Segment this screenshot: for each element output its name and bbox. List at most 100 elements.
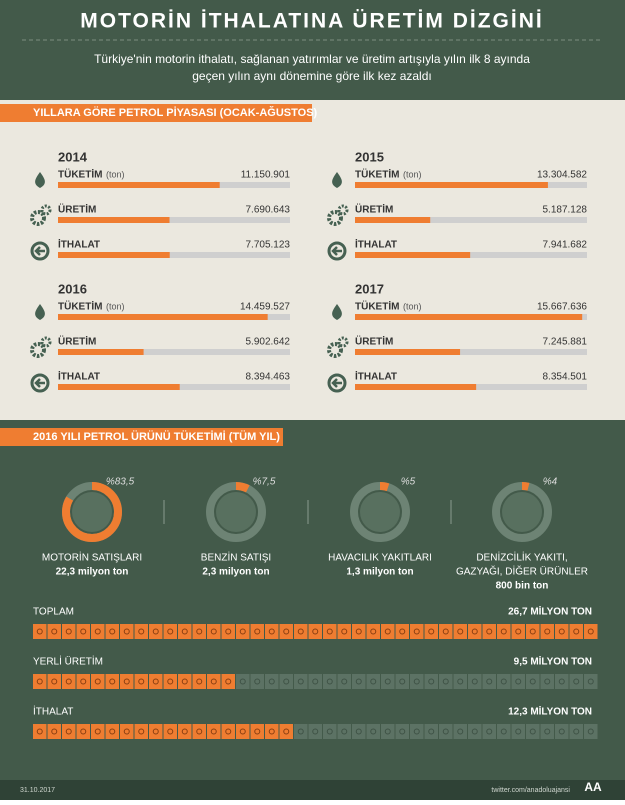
- barrel-dot: [442, 728, 449, 735]
- row-label: ÜRETİM: [58, 335, 96, 348]
- barrel: [265, 724, 279, 739]
- donut-center: [360, 492, 400, 532]
- barrel: [62, 724, 76, 739]
- barrel-dot: [80, 728, 87, 735]
- barrel-dot: [312, 678, 319, 685]
- row-label: ÜRETİM: [355, 203, 393, 216]
- barrel-dot: [370, 728, 377, 735]
- barrel-dot: [573, 628, 580, 635]
- subtitle: geçen yılın aynı dönemine göre ilk kez a…: [192, 69, 431, 83]
- barrel-dot: [283, 728, 290, 735]
- barrel-dot: [558, 678, 565, 685]
- title: MOTORİN İTHALATINA ÜRETİM DİZGİNİ: [80, 10, 543, 33]
- item-amount: 800 bin ton: [496, 581, 549, 592]
- donut-arc: [492, 482, 552, 542]
- year: 2017: [355, 281, 384, 296]
- barrel-dot: [94, 678, 101, 685]
- barrel: [497, 724, 511, 739]
- value-label: 8.354.501: [543, 372, 588, 383]
- barrel: [584, 674, 598, 689]
- barrel: [555, 674, 569, 689]
- barrel-dot: [138, 728, 145, 735]
- row-label: İTHALAT: [355, 370, 397, 383]
- barrel-dot: [399, 678, 406, 685]
- barrel: [163, 674, 177, 689]
- barrel-dot: [558, 628, 565, 635]
- import-icon: [327, 241, 347, 261]
- barrel-dot: [428, 678, 435, 685]
- barrel-dot: [457, 678, 464, 685]
- barrel: [468, 674, 482, 689]
- drop-icon: [35, 304, 45, 320]
- barrel: [366, 624, 380, 639]
- barrel-row: [33, 674, 598, 689]
- barrel-dot: [399, 728, 406, 735]
- barrel: [265, 674, 279, 689]
- barrel-dot: [268, 678, 275, 685]
- barrel-dot: [587, 628, 594, 635]
- barrel: [62, 674, 76, 689]
- row-label: ÜRETİM: [355, 335, 393, 348]
- barrel: [352, 674, 366, 689]
- barrel-dot: [152, 678, 159, 685]
- barrel: [526, 724, 540, 739]
- barrel: [120, 674, 134, 689]
- barrel-dot: [312, 628, 319, 635]
- row-label: İTHALAT: [355, 238, 397, 251]
- barrel-dot: [341, 678, 348, 685]
- barrel-dot: [515, 628, 522, 635]
- barrel: [308, 624, 322, 639]
- barrel-dot: [109, 728, 116, 735]
- import-icon: [331, 378, 342, 388]
- gear-icon: [327, 342, 343, 358]
- barrel-dot: [210, 728, 217, 735]
- row-label: TÜKETİM: [355, 300, 399, 313]
- row-label: TÜKETİM: [58, 168, 102, 181]
- barrel: [120, 624, 134, 639]
- value-label: 7.705.123: [246, 240, 291, 251]
- barrel: [192, 674, 206, 689]
- barrel-dot: [486, 628, 493, 635]
- barrel-dot: [573, 728, 580, 735]
- year: 2015: [355, 149, 384, 164]
- barrel-dot: [239, 628, 246, 635]
- row-label: ÜRETİM: [58, 203, 96, 216]
- section-label-bg: [0, 104, 312, 122]
- barrel-dot: [500, 728, 507, 735]
- item-amount: 2,3 milyon ton: [202, 567, 269, 578]
- item-amount: 22,3 milyon ton: [56, 567, 129, 578]
- barrel-dot: [384, 628, 391, 635]
- barrel-dot: [152, 628, 159, 635]
- barrel-dot: [297, 728, 304, 735]
- barrel-dot: [587, 678, 594, 685]
- bar: [355, 384, 477, 390]
- barrel-dot: [573, 678, 580, 685]
- barrel-dot: [587, 728, 594, 735]
- row-label: İTHALAT: [58, 370, 100, 383]
- barrel: [178, 724, 192, 739]
- barrel-dot: [254, 628, 261, 635]
- section-label-bg: [0, 428, 283, 446]
- barrel: [511, 624, 525, 639]
- bar: [58, 349, 144, 355]
- barrel: [192, 624, 206, 639]
- barrel-dot: [138, 628, 145, 635]
- barrel-dot: [529, 728, 536, 735]
- item-name: GAZYAĞI, DİĞER ÜRÜNLER: [456, 565, 588, 578]
- barrel: [163, 724, 177, 739]
- barrel-dot: [138, 678, 145, 685]
- value-label: 15.667.636: [537, 302, 587, 313]
- import-icon: [30, 241, 50, 261]
- barrel-dot: [254, 728, 261, 735]
- footer-bg: [0, 780, 625, 800]
- barrel: [540, 724, 554, 739]
- barrel: [584, 724, 598, 739]
- unit: (ton): [403, 301, 422, 311]
- barrel: [511, 724, 525, 739]
- barrel: [91, 624, 105, 639]
- barrel: [323, 674, 337, 689]
- bar: [355, 314, 583, 320]
- barrel-dot: [370, 628, 377, 635]
- import-icon: [34, 378, 45, 388]
- unit: (ton): [403, 169, 422, 179]
